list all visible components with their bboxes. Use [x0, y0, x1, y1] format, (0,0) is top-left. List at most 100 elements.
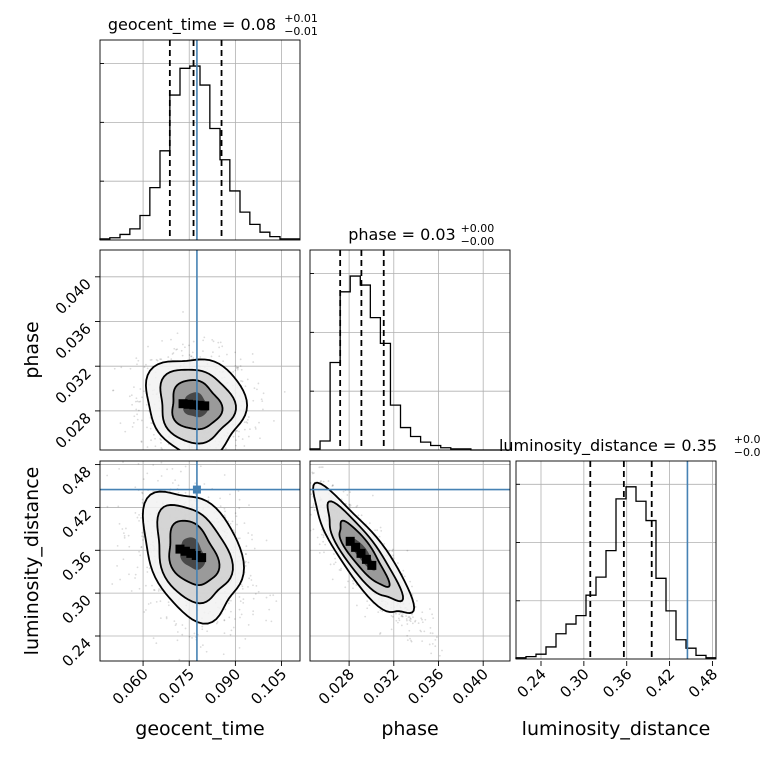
sample-point: [177, 491, 180, 494]
sample-point: [131, 425, 134, 428]
sample-point: [434, 645, 437, 648]
sample-point: [257, 590, 260, 593]
sample-point: [390, 628, 393, 631]
density-peak: [194, 400, 204, 410]
sample-point: [220, 465, 222, 467]
sample-point: [224, 608, 227, 611]
sample-point: [374, 529, 376, 532]
sample-point: [421, 611, 424, 614]
sample-point: [244, 560, 247, 563]
sample-point: [390, 614, 393, 617]
density-peak: [178, 399, 188, 409]
sample-point: [409, 580, 412, 583]
sample-point: [262, 408, 264, 411]
sample-point: [188, 344, 190, 347]
density-peak: [186, 548, 196, 558]
sample-point: [331, 578, 334, 581]
sample-point: [174, 479, 177, 482]
sample-point: [118, 522, 121, 525]
sample-point: [236, 367, 238, 370]
sample-point: [228, 462, 230, 464]
contour-line: [171, 379, 224, 431]
sample-point: [366, 600, 369, 603]
sample-point: [252, 399, 255, 402]
sample-point: [167, 604, 170, 607]
sample-point: [134, 577, 136, 579]
sample-point: [165, 617, 168, 620]
panel-content: [306, 454, 510, 661]
sample-point: [176, 631, 179, 633]
sample-point: [242, 601, 245, 604]
sample-point: [180, 453, 182, 455]
sample-point: [222, 458, 224, 460]
sample-point: [246, 418, 249, 421]
sample-point: [431, 642, 434, 645]
sample-point: [306, 454, 308, 456]
sample-point: [421, 640, 424, 643]
sample-point: [421, 621, 424, 624]
sample-point: [176, 332, 179, 335]
sample-point: [321, 528, 323, 531]
sample-point: [257, 382, 260, 385]
sample-point: [397, 562, 399, 564]
sample-point: [219, 505, 222, 508]
sample-point: [252, 584, 254, 587]
sample-point: [408, 629, 411, 632]
sample-point: [401, 615, 404, 618]
sample-point: [240, 368, 243, 371]
sample-point: [118, 467, 121, 470]
sample-point: [238, 507, 241, 509]
sample-point: [346, 494, 349, 496]
2d-panel-geocent_time-luminosity_distance: [99, 453, 301, 662]
sample-point: [340, 567, 343, 570]
sample-point: [251, 353, 254, 355]
sample-point: [173, 347, 176, 350]
sample-point: [409, 637, 411, 640]
sample-point: [249, 574, 252, 577]
sample-point: [191, 636, 193, 639]
sample-point: [143, 611, 146, 613]
sample-point: [148, 567, 151, 570]
sample-point: [172, 352, 175, 354]
sample-point: [429, 608, 431, 610]
sample-point: [329, 563, 332, 566]
sample-point: [106, 505, 109, 508]
sample-point: [96, 362, 98, 364]
sample-point: [233, 531, 236, 534]
sample-point: [237, 490, 240, 492]
title-upper: +0.01: [284, 12, 318, 25]
sample-point: [219, 341, 222, 344]
sample-point: [436, 636, 438, 639]
sample-point: [348, 503, 351, 506]
sample-point: [431, 613, 434, 616]
sample-point: [352, 587, 354, 590]
sample-point: [230, 599, 232, 602]
sample-point: [269, 594, 272, 597]
sample-point: [381, 610, 384, 613]
sample-point: [122, 558, 125, 561]
sample-point: [174, 624, 177, 627]
sample-point: [138, 587, 141, 590]
sample-point: [166, 468, 168, 471]
sample-point: [240, 380, 242, 382]
density-peak: [361, 554, 371, 564]
sample-point: [312, 528, 315, 531]
sample-point: [184, 627, 187, 630]
contour-line: [156, 504, 234, 605]
sample-point: [408, 619, 411, 622]
sample-point: [125, 527, 127, 530]
x-tick-label: 0.24: [513, 665, 549, 701]
sample-point: [356, 504, 359, 507]
title-main: geocent_time = 0.08: [108, 15, 276, 35]
sample-point: [121, 528, 124, 530]
sample-point: [252, 597, 255, 600]
sample-point: [178, 658, 181, 661]
sample-point: [218, 346, 221, 349]
sample-point: [310, 513, 312, 516]
sample-point: [150, 422, 153, 424]
sample-point: [199, 465, 202, 468]
sample-point: [237, 366, 239, 369]
sample-point: [349, 504, 352, 507]
x-tick-label: 0.48: [685, 665, 721, 701]
